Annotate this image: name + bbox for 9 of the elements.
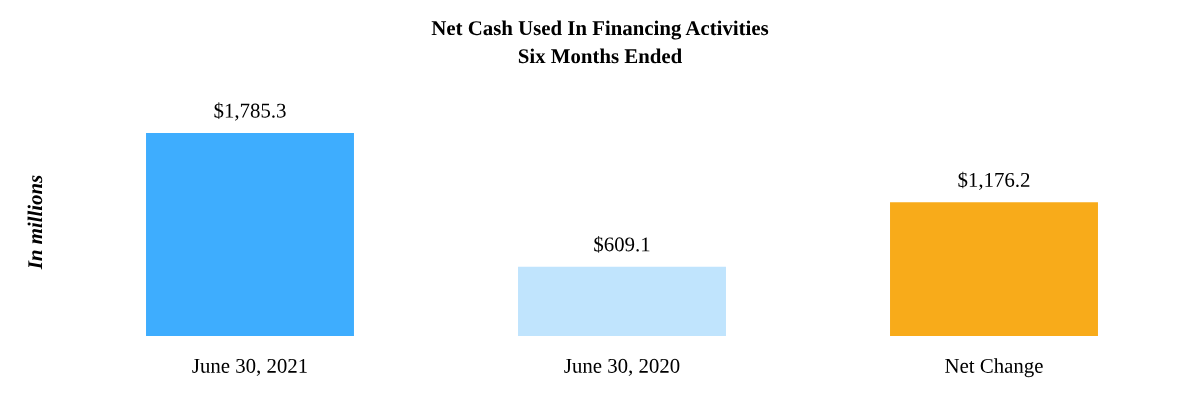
x-tick-label: June 30, 2020 [564, 358, 680, 376]
x-tick-label: Net Change [945, 358, 1043, 378]
chart-title: Net Cash Used In Financing Activities [431, 20, 769, 40]
chart-subtitle: Six Months Ended [518, 48, 682, 64]
data-label: $1,176.2 [958, 171, 1030, 190]
data-label: $1,785.3 [214, 102, 286, 121]
data-label: $609.1 [594, 236, 650, 253]
x-tick-label: June 30, 2021 [192, 358, 307, 376]
y-axis-title: In millions [27, 175, 43, 270]
